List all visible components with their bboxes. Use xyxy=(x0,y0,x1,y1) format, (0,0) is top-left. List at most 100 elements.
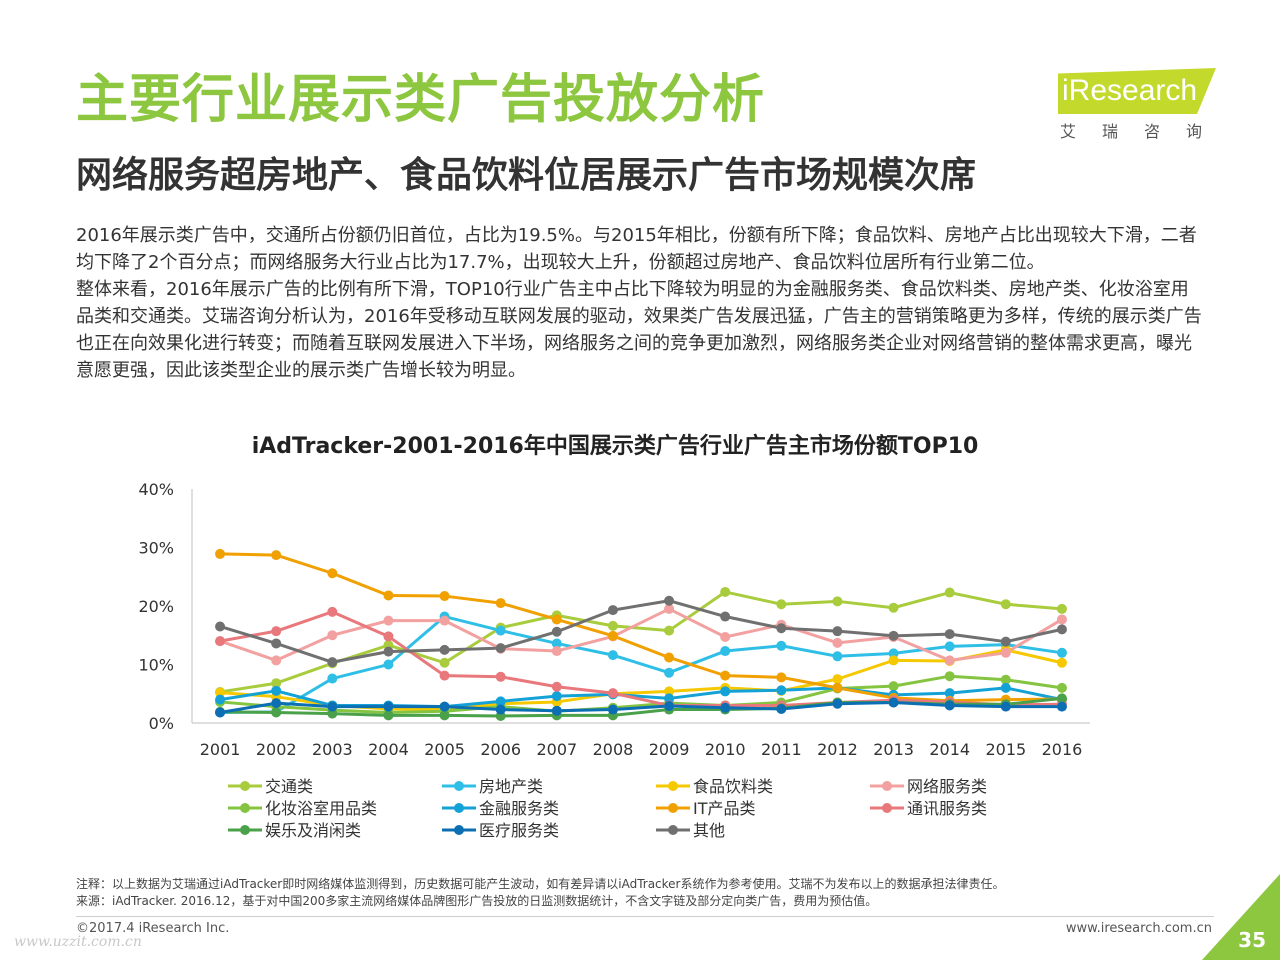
note-text: 注释：以上数据为艾瑞通过iAdTracker即时网络媒体监测得到，历史数据可能产… xyxy=(76,877,1005,891)
data-point xyxy=(720,686,731,697)
series-line xyxy=(219,599,1063,664)
legend-swatch-marker xyxy=(454,781,464,791)
data-point xyxy=(888,697,899,708)
data-point xyxy=(1000,701,1011,712)
data-point xyxy=(776,703,787,714)
data-point xyxy=(271,698,282,709)
page-number: 35 xyxy=(1238,928,1266,952)
data-point xyxy=(383,615,394,626)
data-point xyxy=(383,701,394,712)
data-point xyxy=(607,630,618,641)
data-point xyxy=(1056,682,1067,693)
data-point xyxy=(720,632,731,643)
legend-label: 网络服务类 xyxy=(907,777,987,796)
data-point xyxy=(832,637,843,648)
data-point xyxy=(495,696,506,707)
data-point xyxy=(832,698,843,709)
legend-label: IT产品类 xyxy=(693,799,756,818)
x-tick-label: 2006 xyxy=(480,740,521,759)
data-point xyxy=(664,701,675,712)
data-point xyxy=(1056,624,1067,635)
copyright: ©2017.4 iResearch Inc. xyxy=(76,921,230,936)
legend-label: 娱乐及消闲类 xyxy=(265,821,361,840)
data-point xyxy=(271,550,282,561)
data-point xyxy=(888,655,899,666)
data-point xyxy=(888,681,899,692)
data-point xyxy=(664,686,675,697)
y-tick-label: 40% xyxy=(138,480,174,499)
series-line xyxy=(219,610,1062,707)
data-point xyxy=(551,614,562,625)
data-point xyxy=(776,623,787,634)
x-tick-label: 2003 xyxy=(312,740,353,759)
iresearch-logo: iResearch 艾瑞咨询 xyxy=(1058,68,1218,150)
data-point xyxy=(1000,599,1011,610)
page-title: 主要行业展示类广告投放分析 xyxy=(76,70,766,130)
data-point xyxy=(1056,647,1067,658)
data-point xyxy=(776,599,787,610)
data-point xyxy=(1000,682,1011,693)
data-point xyxy=(327,568,338,579)
legend-label: 其他 xyxy=(693,821,725,840)
logo-chinese-name: 艾瑞咨询 xyxy=(1060,122,1229,141)
y-tick-label: 30% xyxy=(138,539,174,558)
data-point xyxy=(832,626,843,637)
chart-title: iAdTracker-2001-2016年中国展示类广告行业广告主市场份额TOP… xyxy=(251,434,979,459)
data-point xyxy=(215,621,226,632)
data-point xyxy=(271,685,282,696)
data-point xyxy=(1056,603,1067,614)
data-point xyxy=(944,700,955,711)
x-tick-label: 2007 xyxy=(536,740,577,759)
data-point xyxy=(607,650,618,661)
y-tick-label: 0% xyxy=(149,714,174,733)
website-link[interactable]: www.iresearch.com.cn xyxy=(1065,921,1212,936)
legend-item: 医疗服务类 xyxy=(442,821,559,840)
data-point xyxy=(327,708,338,719)
logo-badge xyxy=(1058,68,1216,114)
legend-item: 化妆浴室用品类 xyxy=(228,799,377,818)
data-point xyxy=(944,587,955,598)
data-point xyxy=(1000,636,1011,647)
series-line xyxy=(219,607,1063,662)
data-point xyxy=(551,638,562,649)
data-point xyxy=(271,678,282,689)
legend-label: 金融服务类 xyxy=(479,799,559,818)
data-point xyxy=(215,636,226,647)
data-point xyxy=(944,655,955,666)
legend-label: 化妆浴室用品类 xyxy=(265,799,377,818)
x-tick-label: 2001 xyxy=(200,740,241,759)
data-point xyxy=(439,710,450,721)
data-point xyxy=(271,626,282,637)
y-tick-label: 20% xyxy=(138,597,174,616)
legend-label: 医疗服务类 xyxy=(479,821,559,840)
notes: 注释：以上数据为艾瑞通过iAdTracker即时网络媒体监测得到，历史数据可能产… xyxy=(76,876,1216,910)
data-point xyxy=(664,595,675,606)
data-point xyxy=(495,643,506,654)
data-point xyxy=(551,681,562,692)
data-point xyxy=(495,704,506,715)
data-point xyxy=(215,694,226,705)
data-point xyxy=(495,625,506,636)
data-point xyxy=(383,631,394,642)
x-tick-label: 2004 xyxy=(368,740,409,759)
data-point xyxy=(271,655,282,666)
data-point xyxy=(888,602,899,613)
page-subtitle: 网络服务超房地产、食品饮料位居展示广告市场规模次席 xyxy=(76,155,977,196)
data-point xyxy=(944,641,955,652)
y-tick-label: 10% xyxy=(138,656,174,675)
data-point xyxy=(551,705,562,716)
data-point xyxy=(944,629,955,640)
data-point xyxy=(832,674,843,685)
legend-swatch-marker xyxy=(240,825,250,835)
data-point xyxy=(720,586,731,597)
legend-swatch-marker xyxy=(240,781,250,791)
data-point xyxy=(327,630,338,641)
data-point xyxy=(383,590,394,601)
data-point xyxy=(776,672,787,683)
data-point xyxy=(664,693,675,704)
legend-item: 其他 xyxy=(656,821,725,840)
x-tick-label: 2002 xyxy=(256,740,297,759)
legend-label: 食品饮料类 xyxy=(693,777,773,796)
legend-item: 娱乐及消闲类 xyxy=(228,821,361,840)
data-point xyxy=(607,704,618,715)
